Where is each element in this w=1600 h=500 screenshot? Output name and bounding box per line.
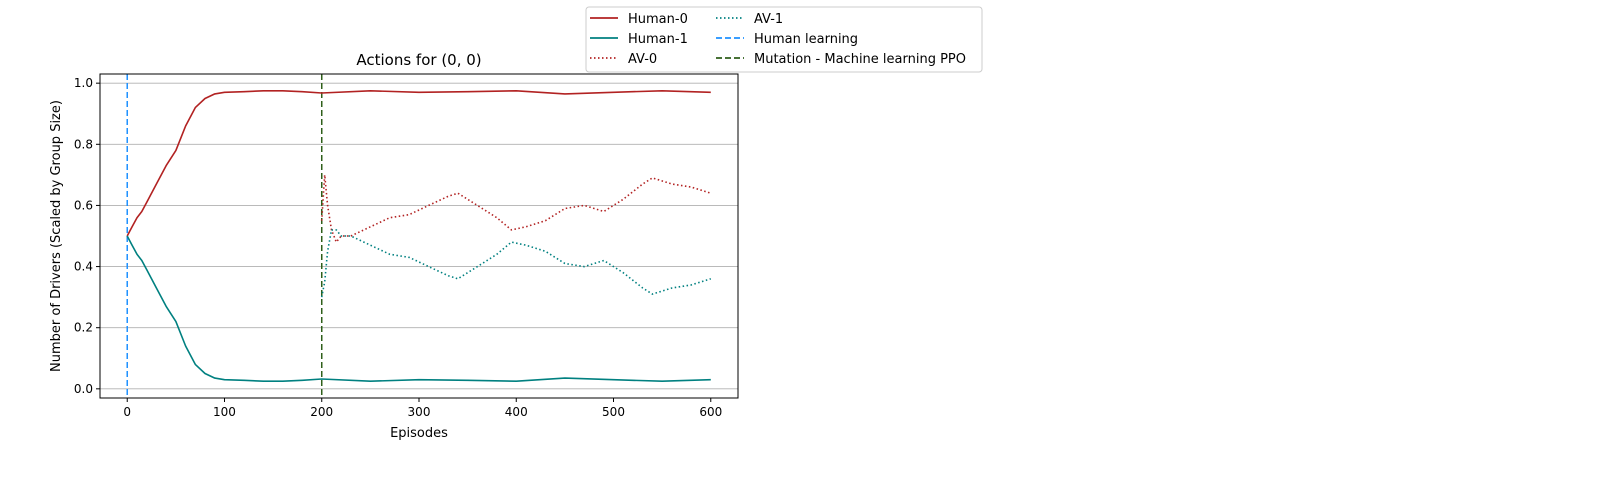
legend-label-3: AV-1 <box>754 12 783 27</box>
y-tick-label-4: 0.8 <box>74 137 93 151</box>
series-lines <box>126 90 712 383</box>
legend-label-0: Human-0 <box>628 12 688 27</box>
y-tick-label-2: 0.4 <box>74 260 93 274</box>
legend-box <box>585 6 983 73</box>
series-line-1 <box>126 235 711 383</box>
y-axis-ticks: 0.0 0.2 0.4 0.6 0.8 1.0 <box>74 76 100 396</box>
legend-label-1: Human-1 <box>628 32 688 47</box>
y-axis-label: Number of Drivers (Scaled by Group Size) <box>49 100 64 372</box>
legend-label-2: AV-0 <box>628 52 657 67</box>
legend-label-5: Mutation - Machine learning PPO <box>754 52 966 67</box>
y-tick-label-3: 0.6 <box>74 198 93 212</box>
x-axis-label: Episodes <box>390 426 448 441</box>
x-tick-label-5: 500 <box>602 405 625 419</box>
gridlines <box>100 82 738 390</box>
x-axis-ticks: 0 100 200 300 400 500 600 <box>123 398 722 419</box>
x-tick-label-1: 100 <box>213 405 236 419</box>
legend: Human-0 Human-1 AV-0 AV-1 Human learning Muta… <box>585 6 983 73</box>
series-line-0 <box>126 90 711 237</box>
x-tick-label-3: 300 <box>408 405 431 419</box>
plot-frame <box>99 73 739 399</box>
y-tick-label-1: 0.2 <box>74 321 93 335</box>
x-tick-label-6: 600 <box>699 405 722 419</box>
x-tick-label-0: 0 <box>123 405 131 419</box>
x-tick-label-2: 200 <box>310 405 333 419</box>
y-tick-label-0: 0.0 <box>74 382 93 396</box>
series-line-3 <box>320 229 712 298</box>
chart-title: Actions for (0, 0) <box>356 51 481 69</box>
series-line-2 <box>320 174 712 243</box>
legend-label-4: Human learning <box>754 32 858 47</box>
x-tick-label-4: 400 <box>505 405 528 419</box>
vertical-reference-lines <box>126 74 323 398</box>
y-tick-label-5: 1.0 <box>74 76 93 90</box>
